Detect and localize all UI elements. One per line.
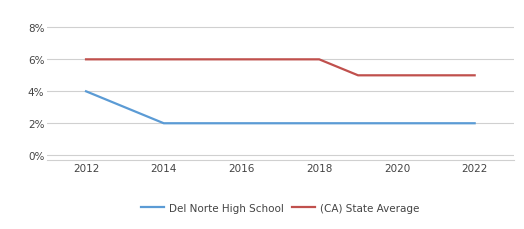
Legend: Del Norte High School, (CA) State Average: Del Norte High School, (CA) State Averag…	[137, 199, 424, 217]
